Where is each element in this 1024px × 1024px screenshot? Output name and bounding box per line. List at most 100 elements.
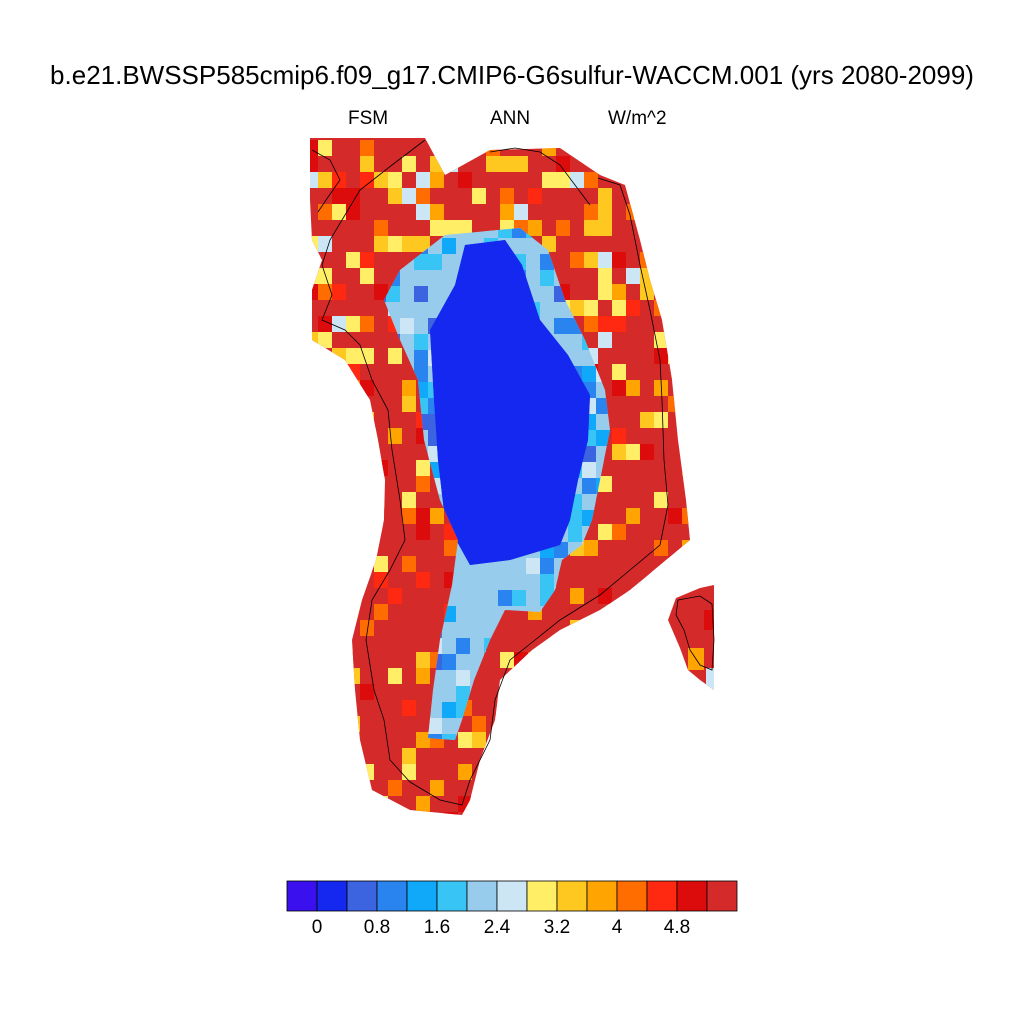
grid-cell [332, 492, 346, 508]
grid-cell [626, 268, 640, 284]
grid-cell [486, 156, 500, 172]
grid-cell [612, 604, 626, 620]
grid-cell [318, 684, 332, 700]
grid-cell [528, 620, 542, 636]
grid-cell [570, 588, 584, 604]
colorbar [286, 880, 738, 912]
grid-cell [554, 670, 568, 686]
grid-cell [640, 444, 654, 460]
grid-cell [682, 700, 690, 716]
colorbar-tick-label: 2.4 [483, 917, 511, 938]
grid-cell [568, 686, 582, 702]
grid-cell [654, 700, 668, 716]
grid-cell [374, 172, 388, 188]
grid-cell [584, 812, 598, 815]
grid-cell [682, 796, 690, 812]
grid-cell [570, 700, 584, 716]
grid-cell [598, 748, 612, 764]
grid-cell [654, 652, 668, 668]
grid-cell [310, 236, 318, 252]
grid-cell [514, 668, 528, 684]
grid-cell [612, 252, 626, 268]
grid-cell [310, 156, 318, 172]
grid-cell [402, 748, 416, 764]
grid-cell [360, 444, 374, 460]
grid-cell [346, 812, 360, 815]
grid-cell [498, 750, 512, 766]
grid-cell [568, 670, 582, 686]
grid-cell [442, 734, 456, 740]
grid-cell [682, 684, 690, 700]
grid-cell [682, 140, 690, 156]
grid-cell [612, 300, 626, 316]
iceland-field [668, 585, 714, 690]
grid-cell [318, 428, 332, 444]
grid-cell [318, 668, 332, 684]
grid-cell [332, 460, 346, 476]
grid-cell [416, 460, 430, 476]
grid-cell [640, 220, 654, 236]
grid-cell [654, 668, 668, 684]
greenland-coastline-north [311, 147, 591, 213]
grid-cell [640, 572, 654, 588]
grid-cell [388, 748, 402, 764]
grid-cell [626, 508, 640, 524]
grid-cell [388, 188, 402, 204]
grid-cell [612, 380, 626, 396]
grid-cell [374, 220, 388, 236]
grid-cell [612, 588, 626, 604]
grid-cell [528, 188, 542, 204]
greenland-coastline [321, 139, 669, 806]
grid-cell [444, 140, 458, 156]
grid-cell [442, 702, 456, 718]
grid-cell [360, 380, 374, 396]
grid-cell [668, 716, 682, 732]
grid-cell [400, 318, 414, 334]
grid-cell [442, 238, 456, 254]
grid-cell [416, 188, 430, 204]
grid-cell [556, 652, 570, 668]
grid-cell [556, 764, 570, 780]
grid-cell [554, 686, 568, 702]
grid-cell [654, 636, 668, 652]
grid-cell [598, 524, 612, 540]
grid-cell [570, 172, 584, 188]
grid-cell [346, 748, 360, 764]
grid-cell [374, 572, 388, 588]
grid-cell [310, 332, 318, 348]
grid-cell [456, 638, 470, 654]
grid-cell [612, 364, 626, 380]
grid-cell [640, 588, 654, 604]
grid-cell [374, 364, 388, 380]
colorbar-tick-label: 1.6 [423, 917, 451, 938]
grid-cell [584, 220, 598, 236]
grid-cell [360, 556, 374, 572]
season-label: ANN [490, 108, 531, 129]
grid-cell [584, 780, 598, 796]
colorbar-tick-label: 0 [311, 917, 323, 938]
grid-cell [514, 700, 528, 716]
grid-cell [332, 524, 346, 540]
grid-cell [318, 636, 332, 652]
grid-cell [388, 412, 402, 428]
grid-cell [542, 812, 556, 815]
grid-cell [416, 508, 430, 524]
grid-cell [472, 732, 486, 748]
grid-cell [596, 686, 610, 702]
grid-cell [456, 686, 470, 702]
grid-cell [668, 540, 682, 556]
grid-cell [428, 254, 442, 270]
grid-cell [540, 254, 554, 270]
grid-cell [360, 684, 374, 700]
grid-cell [500, 204, 514, 220]
grid-cell [654, 300, 668, 316]
grid-cell [540, 686, 554, 702]
grid-cell [668, 556, 682, 572]
grid-cell [318, 556, 332, 572]
grid-cell [528, 220, 542, 236]
grid-cell [598, 252, 612, 268]
grid-cell [624, 670, 638, 686]
grid-cell [596, 398, 610, 414]
grid-cell [310, 588, 318, 604]
